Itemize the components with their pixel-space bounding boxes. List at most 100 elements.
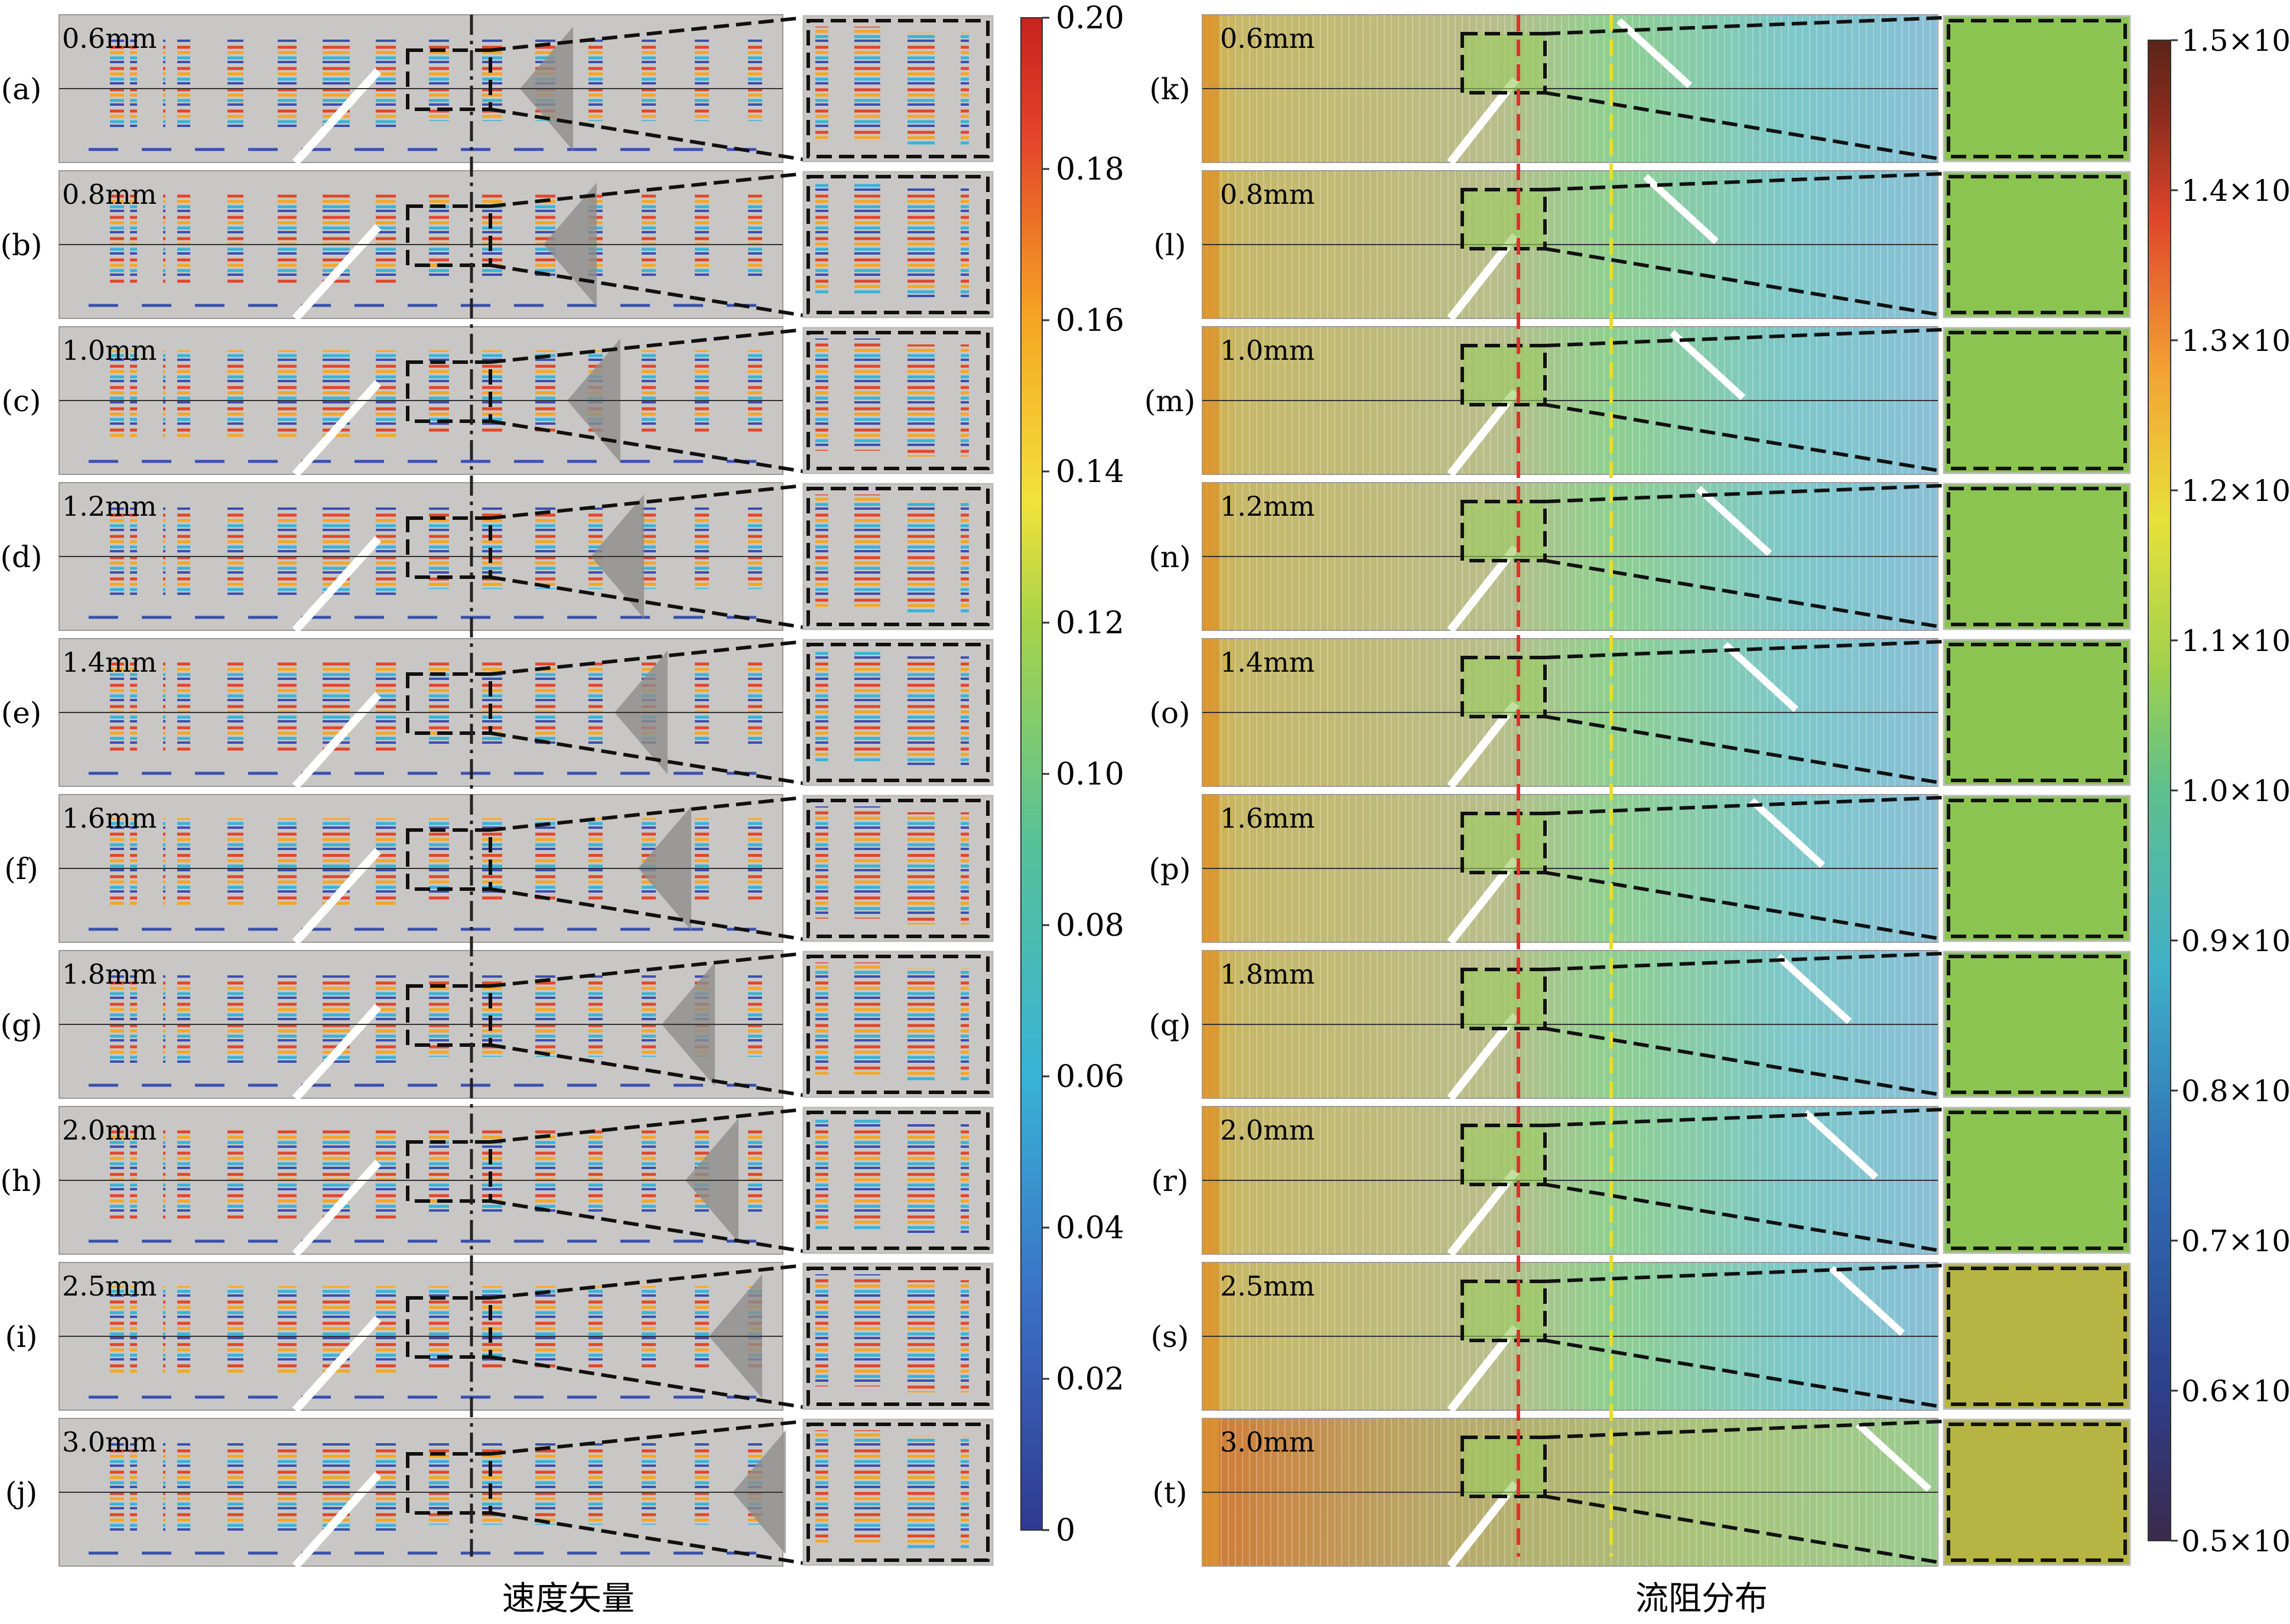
arrow-column bbox=[674, 662, 709, 745]
arrow-column bbox=[130, 38, 165, 127]
callout-box bbox=[406, 1140, 492, 1203]
row-letter: (k) bbox=[1149, 72, 1190, 106]
inset-arrows bbox=[904, 1436, 969, 1548]
arrow-column bbox=[177, 1442, 213, 1531]
arrow-column bbox=[727, 662, 762, 745]
inset-border bbox=[806, 175, 990, 314]
arrow-column bbox=[620, 1442, 656, 1525]
colorbar-tick-label: 0.9×104 bbox=[2181, 920, 2290, 958]
thickness-label: 1.0mm bbox=[62, 334, 157, 366]
velocity-colorbar-ticks: 0.20 0.18 0.16 0.14 0.12 0.10 0.08 0.06 0.04 0.02… bbox=[1042, 1, 1124, 1548]
arrow-column bbox=[414, 1286, 449, 1369]
velocity-row: (i) 2.5mm bbox=[5, 1262, 994, 1413]
arrow-column bbox=[520, 662, 555, 745]
arrow-column bbox=[227, 974, 263, 1063]
zoom-inset bbox=[1943, 327, 2131, 474]
arrow-column bbox=[227, 38, 263, 127]
arrow-column bbox=[414, 350, 449, 433]
zoom-inset bbox=[1943, 15, 2131, 162]
inset-border bbox=[806, 799, 990, 938]
velocity-vector-rows: (a) 0.6mm (b) 0.8mm (c) 1.0mm (d) 1.2mm (e) 1.4mm… bbox=[0, 14, 994, 1569]
callout-leader bbox=[490, 1511, 804, 1565]
row-letter: (j) bbox=[5, 1476, 38, 1510]
arrow-column bbox=[520, 194, 555, 277]
inset-arrows bbox=[815, 1274, 880, 1387]
arrow-column bbox=[177, 1286, 213, 1375]
arrow-column bbox=[278, 662, 313, 751]
callout-leader bbox=[490, 1043, 804, 1097]
resistance-row: (o) 1.4mm bbox=[1149, 638, 2131, 789]
arrow-column bbox=[130, 1130, 165, 1219]
arrow-column bbox=[727, 506, 762, 589]
arrow-column bbox=[177, 818, 213, 907]
callout-leader bbox=[490, 640, 804, 676]
row-letter: (h) bbox=[0, 1164, 42, 1198]
row-letter: (n) bbox=[1149, 540, 1190, 574]
callout-leader bbox=[490, 796, 804, 832]
arrow-column bbox=[727, 974, 762, 1057]
callout-leader bbox=[490, 1264, 804, 1300]
colorbar-tick-label: 0.10 bbox=[1056, 757, 1124, 792]
velocity-row: (a) 0.6mm bbox=[1, 14, 994, 165]
arrow-column bbox=[674, 506, 709, 589]
arrow-column bbox=[227, 350, 263, 439]
resistance-row: (n) 1.2mm bbox=[1149, 482, 2131, 633]
inset-border bbox=[806, 955, 990, 1094]
arrow-column bbox=[177, 662, 213, 751]
arrow-column bbox=[520, 1442, 555, 1525]
thickness-label: 1.6mm bbox=[62, 802, 157, 834]
arrow-column bbox=[620, 974, 656, 1057]
arrow-column bbox=[130, 974, 165, 1063]
colorbar-tick-label: 0.7×104 bbox=[2181, 1221, 2290, 1258]
arrow-column bbox=[130, 1442, 165, 1531]
arrow-column bbox=[414, 38, 449, 121]
arrow-column bbox=[227, 818, 263, 907]
arrow-column bbox=[674, 1442, 709, 1525]
arrow-column bbox=[278, 1442, 313, 1531]
secondary-plate bbox=[1775, 953, 1852, 1024]
velocity-row: (j) 3.0mm bbox=[5, 1418, 994, 1569]
inset-border bbox=[806, 19, 990, 158]
callout-box bbox=[406, 48, 492, 111]
thickness-label: 0.8mm bbox=[62, 178, 157, 210]
callout-leader bbox=[490, 484, 804, 520]
colorbar-tick-label: 1.0×104 bbox=[2181, 770, 2290, 808]
colorbar-tick-label: 0.5×104 bbox=[2181, 1521, 2290, 1558]
inset-arrows bbox=[904, 1280, 969, 1392]
arrow-column bbox=[278, 974, 313, 1063]
arrow-column bbox=[177, 1130, 213, 1219]
arrow-column bbox=[520, 1130, 555, 1213]
callout-box bbox=[406, 672, 492, 735]
arrow-column bbox=[130, 194, 165, 283]
arrow-column bbox=[89, 506, 124, 595]
inset-border bbox=[806, 331, 990, 470]
callout-box bbox=[406, 984, 492, 1047]
arrow-column bbox=[567, 974, 603, 1057]
arrow-column bbox=[177, 38, 213, 127]
inset-border bbox=[806, 1267, 990, 1406]
resistance-colorbar-gradient bbox=[2148, 40, 2171, 1541]
resistance-row: (l) 0.8mm bbox=[1153, 170, 2131, 321]
inset-arrows bbox=[904, 1124, 969, 1236]
callout-leader bbox=[490, 575, 804, 629]
thickness-label: 2.0mm bbox=[1220, 1114, 1315, 1146]
zoom-inset bbox=[1943, 1262, 2131, 1410]
callout-box bbox=[1460, 812, 1547, 874]
secondary-plate bbox=[1669, 330, 1746, 401]
callout-box bbox=[406, 828, 492, 891]
baffle-plate bbox=[292, 1160, 382, 1257]
arrow-column bbox=[674, 350, 709, 433]
arrow-column bbox=[520, 1286, 555, 1369]
velocity-row: (d) 1.2mm bbox=[0, 482, 994, 633]
thickness-label: 3.0mm bbox=[62, 1426, 157, 1458]
arrow-column bbox=[620, 350, 656, 433]
row-letter: (f) bbox=[4, 852, 38, 886]
arrow-column bbox=[130, 1286, 165, 1375]
inset-arrows bbox=[815, 1118, 880, 1231]
callout-leader bbox=[490, 1420, 804, 1456]
arrow-column bbox=[727, 350, 762, 433]
thickness-label: 1.8mm bbox=[1220, 958, 1315, 990]
resistance-row: (q) 1.8mm bbox=[1149, 950, 2131, 1101]
colorbar-tick-label: 0.6×104 bbox=[2181, 1371, 2290, 1408]
